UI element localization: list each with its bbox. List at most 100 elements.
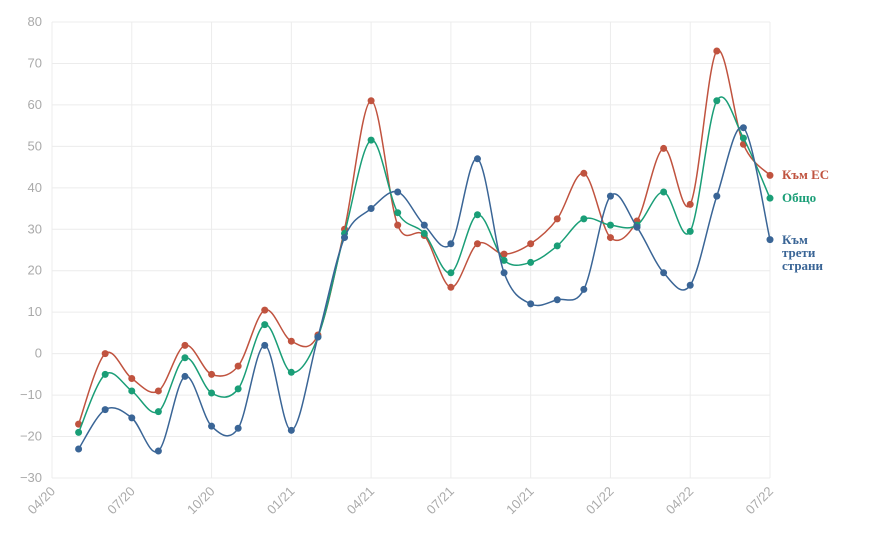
data-point xyxy=(473,211,481,219)
data-point xyxy=(181,354,189,362)
data-point xyxy=(154,447,162,455)
x-tick-label: 04/22 xyxy=(663,484,697,518)
x-tick-label: 10/21 xyxy=(503,484,537,518)
x-tick-label: 10/20 xyxy=(184,484,218,518)
data-point xyxy=(101,350,109,358)
y-tick-label: 10 xyxy=(28,304,42,319)
data-point xyxy=(234,362,242,370)
x-tick-label: 07/22 xyxy=(743,484,777,518)
series-line xyxy=(77,126,771,453)
data-point xyxy=(447,269,455,277)
data-point xyxy=(633,223,641,231)
data-point xyxy=(208,389,216,397)
y-tick-label: 20 xyxy=(28,263,42,278)
x-tick-label: 07/20 xyxy=(104,484,138,518)
y-tick-label: 50 xyxy=(28,138,42,153)
data-point xyxy=(553,296,561,304)
data-point xyxy=(75,420,83,428)
legend-label: Общо xyxy=(782,190,817,206)
data-point xyxy=(420,229,428,237)
data-point xyxy=(394,188,402,196)
y-tick-label: −20 xyxy=(20,429,42,444)
data-point xyxy=(208,370,216,378)
data-point xyxy=(75,445,83,453)
data-point xyxy=(580,215,588,223)
data-point xyxy=(660,269,668,277)
data-point xyxy=(713,192,721,200)
data-point xyxy=(287,368,295,376)
data-point xyxy=(713,47,721,55)
data-point xyxy=(739,124,747,132)
data-point xyxy=(606,192,614,200)
data-point xyxy=(473,240,481,248)
data-point xyxy=(580,285,588,293)
data-point xyxy=(500,256,508,264)
data-point xyxy=(447,283,455,291)
data-point xyxy=(261,306,269,314)
data-point xyxy=(713,97,721,105)
data-point xyxy=(500,269,508,277)
data-point xyxy=(208,422,216,430)
data-point xyxy=(580,169,588,177)
data-point xyxy=(75,428,83,436)
x-tick-label: 07/21 xyxy=(423,484,457,518)
x-tick-label: 01/21 xyxy=(264,484,298,518)
data-point xyxy=(527,240,535,248)
data-point xyxy=(154,387,162,395)
data-point xyxy=(500,250,508,258)
data-point xyxy=(686,281,694,289)
data-point xyxy=(394,209,402,217)
data-point xyxy=(660,188,668,196)
data-point xyxy=(341,234,349,242)
legend-label: Към трети страни xyxy=(782,231,824,273)
data-point xyxy=(234,385,242,393)
data-point xyxy=(181,372,189,380)
data-point xyxy=(447,240,455,248)
data-point xyxy=(553,215,561,223)
data-point xyxy=(234,424,242,432)
data-point xyxy=(766,171,774,179)
data-point xyxy=(261,321,269,329)
y-tick-label: 70 xyxy=(28,55,42,70)
data-point xyxy=(553,242,561,250)
data-point xyxy=(766,236,774,244)
data-point xyxy=(367,97,375,105)
y-tick-label: −10 xyxy=(20,387,42,402)
data-point xyxy=(527,258,535,266)
data-point xyxy=(128,414,136,422)
data-point xyxy=(660,144,668,152)
data-point xyxy=(686,200,694,208)
data-point xyxy=(181,341,189,349)
data-point xyxy=(287,337,295,345)
data-point xyxy=(261,341,269,349)
data-point xyxy=(154,408,162,416)
data-point xyxy=(128,375,136,383)
data-point xyxy=(606,221,614,229)
x-tick-label: 04/21 xyxy=(344,484,378,518)
data-point xyxy=(287,426,295,434)
y-tick-label: 80 xyxy=(28,14,42,29)
data-point xyxy=(739,134,747,142)
data-point xyxy=(420,221,428,229)
x-tick-label: 01/22 xyxy=(583,484,617,518)
data-point xyxy=(101,370,109,378)
data-point xyxy=(128,387,136,395)
y-tick-label: 30 xyxy=(28,221,42,236)
data-point xyxy=(394,221,402,229)
data-point xyxy=(766,194,774,202)
data-point xyxy=(686,227,694,235)
data-point xyxy=(473,155,481,163)
data-point xyxy=(314,333,322,341)
y-tick-label: 60 xyxy=(28,97,42,112)
x-tick-label: 04/20 xyxy=(25,484,59,518)
legend-label: Към ЕС xyxy=(782,167,830,183)
data-point xyxy=(606,234,614,242)
data-point xyxy=(527,300,535,308)
data-point xyxy=(367,205,375,213)
y-tick-label: −30 xyxy=(20,470,42,485)
data-point xyxy=(101,406,109,414)
y-tick-label: 40 xyxy=(28,180,42,195)
y-tick-label: 0 xyxy=(35,346,42,361)
